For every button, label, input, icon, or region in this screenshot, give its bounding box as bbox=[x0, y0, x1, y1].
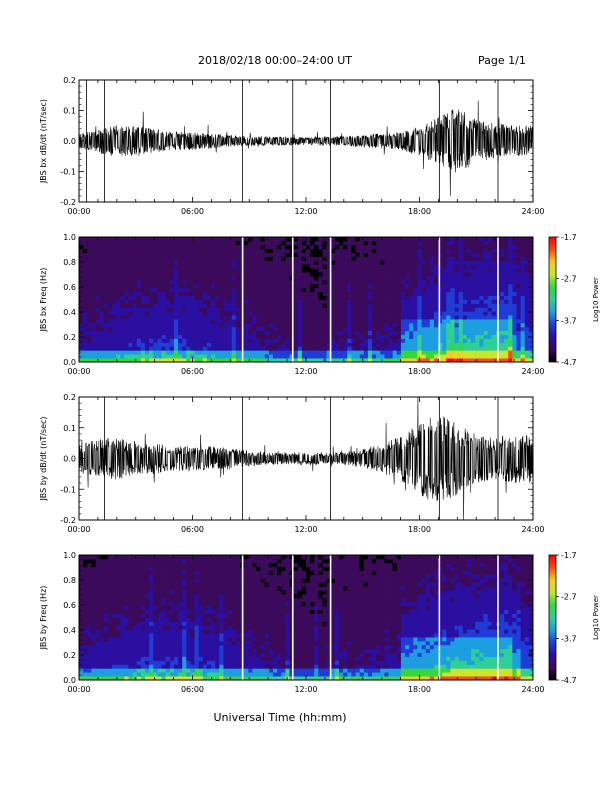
y-tick-label: 0.0 bbox=[63, 137, 76, 146]
y-axis-label: JBS by dB/dt (nT/sec) bbox=[39, 416, 48, 501]
x-tick-label: 00:00 bbox=[67, 207, 90, 216]
spectrogram-4 bbox=[79, 555, 534, 681]
x-tick-label: 06:00 bbox=[181, 685, 204, 694]
plot-frame-2 bbox=[78, 236, 534, 363]
plot-frame-1 bbox=[78, 79, 534, 203]
page-title: 2018/02/18 00:00–24:00 UT bbox=[197, 54, 353, 67]
page-number: Page 1/1 bbox=[478, 54, 526, 67]
y-tick-label: 0.8 bbox=[63, 576, 76, 585]
y-tick-label: 0.0 bbox=[63, 455, 76, 464]
x-tick-label: 24:00 bbox=[521, 207, 544, 216]
series-trace-1 bbox=[78, 100, 534, 196]
x-tick-label: 12:00 bbox=[294, 367, 317, 376]
y-tick-label: 0.6 bbox=[63, 283, 76, 292]
x-tick-label: 24:00 bbox=[521, 525, 544, 534]
y-tick-label: 0.0 bbox=[63, 676, 76, 685]
x-tick-label: 06:00 bbox=[181, 525, 204, 534]
y-tick-label: 0.2 bbox=[63, 651, 76, 660]
x-tick-label: 18:00 bbox=[408, 207, 431, 216]
y-axis-label: JBS bx Freq (Hz) bbox=[39, 268, 48, 333]
y-tick-label: 0.4 bbox=[63, 308, 76, 317]
plot-frame-4 bbox=[78, 554, 534, 681]
y-tick-label: 0.6 bbox=[63, 601, 76, 610]
colorbar-label: Log10 Power bbox=[592, 595, 600, 640]
colorbar-tick-label: -4.7 bbox=[561, 676, 577, 685]
spectrogram-2 bbox=[79, 237, 534, 363]
plot-frame-3 bbox=[78, 396, 534, 521]
x-tick-label: 18:00 bbox=[408, 525, 431, 534]
colorbar-tick-label: -1.7 bbox=[561, 233, 577, 242]
colorbar bbox=[548, 236, 557, 363]
y-tick-label: 1.0 bbox=[63, 551, 76, 560]
colorbar-label: Log10 Power bbox=[592, 277, 600, 322]
x-tick-label: 12:00 bbox=[294, 685, 317, 694]
y-tick-label: 0.2 bbox=[63, 333, 76, 342]
colorbar-tick-label: -3.7 bbox=[561, 316, 577, 325]
x-tick-label: 00:00 bbox=[67, 367, 90, 376]
y-tick-label: 0.2 bbox=[63, 393, 76, 402]
x-tick-label: 18:00 bbox=[408, 685, 431, 694]
y-tick-label: -0.1 bbox=[60, 485, 76, 494]
y-tick-label: 0.8 bbox=[63, 258, 76, 267]
colorbar-tick-label: -2.7 bbox=[561, 593, 577, 602]
y-tick-label: -0.2 bbox=[60, 516, 76, 525]
x-tick-label: 24:00 bbox=[521, 367, 544, 376]
x-tick-label: 18:00 bbox=[408, 367, 431, 376]
y-tick-label: 0.1 bbox=[63, 424, 76, 433]
y-tick-label: -0.1 bbox=[60, 168, 76, 177]
y-tick-label: 0.4 bbox=[63, 626, 76, 635]
colorbar-tick-label: -2.7 bbox=[561, 275, 577, 284]
x-axis-title: Universal Time (hh:mm) bbox=[213, 711, 347, 724]
y-tick-label: 0.0 bbox=[63, 358, 76, 367]
y-tick-label: 0.2 bbox=[63, 76, 76, 85]
colorbar bbox=[548, 554, 557, 681]
y-axis-label: JBS by Freq (Hz) bbox=[39, 586, 48, 651]
y-tick-label: -0.2 bbox=[60, 198, 76, 207]
x-tick-label: 12:00 bbox=[294, 525, 317, 534]
y-tick-label: 1.0 bbox=[63, 233, 76, 242]
colorbar-tick-label: -1.7 bbox=[561, 551, 577, 560]
x-tick-label: 24:00 bbox=[521, 685, 544, 694]
y-tick-label: 0.1 bbox=[63, 107, 76, 116]
x-tick-label: 00:00 bbox=[67, 525, 90, 534]
series-trace-3 bbox=[78, 396, 534, 521]
x-tick-label: 06:00 bbox=[181, 207, 204, 216]
x-tick-label: 06:00 bbox=[181, 367, 204, 376]
x-tick-label: 00:00 bbox=[67, 685, 90, 694]
colorbar-tick-label: -3.7 bbox=[561, 634, 577, 643]
colorbar-tick-label: -4.7 bbox=[561, 358, 577, 367]
y-axis-label: JBS bx dB/dt (nT/sec) bbox=[39, 99, 48, 184]
x-tick-label: 12:00 bbox=[294, 207, 317, 216]
